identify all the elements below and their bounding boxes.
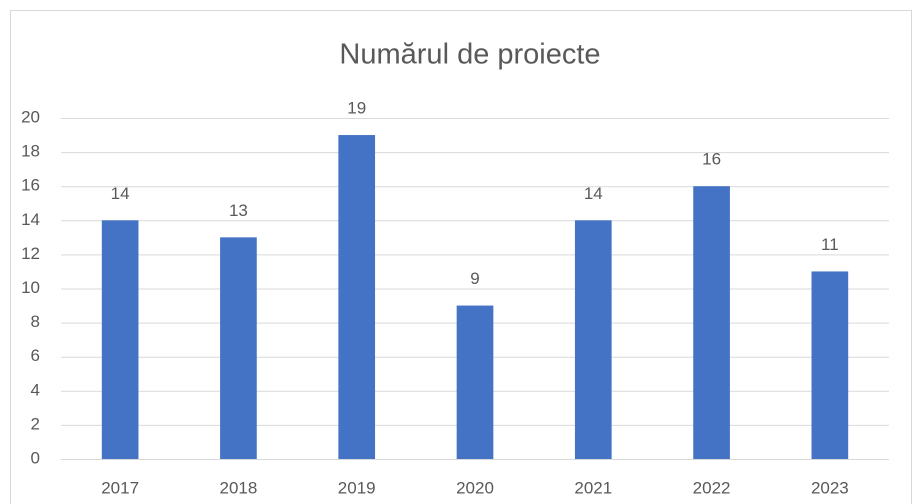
data-label: 16: [702, 150, 721, 169]
x-tick-label: 2017: [101, 478, 139, 497]
x-tick-label: 2019: [338, 478, 376, 497]
bar: [811, 271, 849, 459]
data-label: 14: [111, 184, 130, 203]
y-tick-label: 20: [21, 107, 40, 126]
x-tick-label: 2020: [456, 478, 494, 497]
data-label: 14: [584, 184, 603, 203]
bar: [338, 135, 376, 460]
x-tick-label: 2021: [574, 478, 612, 497]
data-label: 19: [347, 99, 366, 118]
x-tick-label: 2023: [811, 478, 849, 497]
x-tick-label: 2018: [220, 478, 258, 497]
y-tick-label: 8: [31, 312, 40, 331]
bar: [693, 186, 730, 459]
y-tick-label: 6: [31, 346, 40, 365]
data-label: 11: [821, 235, 839, 254]
y-tick-label: 16: [21, 176, 40, 195]
bar: [220, 237, 257, 459]
y-tick-label: 12: [21, 244, 40, 263]
bar: [574, 220, 612, 459]
data-label: 13: [229, 201, 248, 220]
y-tick-label: 0: [31, 448, 40, 467]
y-tick-label: 14: [21, 210, 40, 229]
data-label: 9: [470, 269, 479, 288]
chart-title: Numărul de proiecte: [339, 39, 600, 71]
x-tick-label: 2022: [693, 478, 731, 497]
y-tick-label: 4: [31, 380, 40, 399]
bar: [456, 305, 494, 459]
y-tick-label: 10: [21, 278, 40, 297]
y-tick-label: 2: [31, 414, 40, 433]
y-tick-label: 18: [21, 142, 40, 161]
bar: [101, 220, 139, 459]
